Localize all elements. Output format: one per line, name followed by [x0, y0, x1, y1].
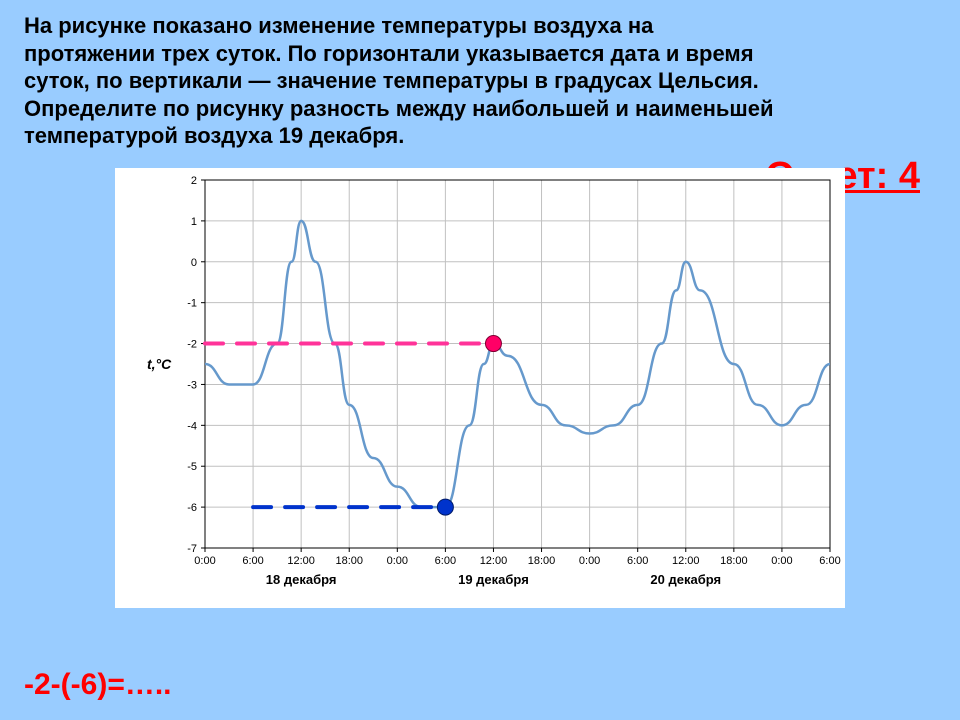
- svg-text:12:00: 12:00: [287, 555, 315, 567]
- svg-text:0:00: 0:00: [771, 555, 792, 567]
- svg-text:0:00: 0:00: [387, 555, 408, 567]
- svg-text:6:00: 6:00: [435, 555, 456, 567]
- svg-text:6:00: 6:00: [627, 555, 648, 567]
- svg-text:-3: -3: [187, 379, 197, 391]
- svg-text:18:00: 18:00: [528, 555, 556, 567]
- svg-text:6:00: 6:00: [819, 555, 840, 567]
- svg-text:-1: -1: [187, 297, 197, 309]
- calculation-text: -2-(-6)=…..: [24, 668, 172, 702]
- svg-text:6:00: 6:00: [242, 555, 263, 567]
- svg-text:19 декабря: 19 декабря: [458, 572, 529, 587]
- chart-svg: -7 -6 -5 -4 -3 -2 -1 0 1 2 0:00 6:00 12:00 18:00 0:00 6…: [115, 168, 845, 608]
- problem-text: На рисунке показано изменение температур…: [24, 12, 784, 150]
- svg-text:2: 2: [191, 175, 197, 187]
- svg-text:1: 1: [191, 215, 197, 227]
- svg-text:0:00: 0:00: [194, 555, 215, 567]
- svg-text:-6: -6: [187, 502, 197, 514]
- svg-text:18 декабря: 18 декабря: [266, 572, 337, 587]
- svg-text:-4: -4: [187, 420, 197, 432]
- svg-text:0: 0: [191, 256, 197, 268]
- svg-text:18:00: 18:00: [720, 555, 748, 567]
- svg-text:0:00: 0:00: [579, 555, 600, 567]
- temperature-chart: -7 -6 -5 -4 -3 -2 -1 0 1 2 0:00 6:00 12:00 18:00 0:00 6…: [115, 168, 845, 608]
- svg-text:12:00: 12:00: [672, 555, 700, 567]
- svg-text:-2: -2: [187, 338, 197, 350]
- svg-text:18:00: 18:00: [335, 555, 363, 567]
- svg-text:t,°C: t,°C: [147, 356, 172, 372]
- svg-text:-5: -5: [187, 461, 197, 473]
- svg-text:-7: -7: [187, 543, 197, 555]
- svg-text:20 декабря: 20 декабря: [650, 572, 721, 587]
- svg-text:12:00: 12:00: [480, 555, 508, 567]
